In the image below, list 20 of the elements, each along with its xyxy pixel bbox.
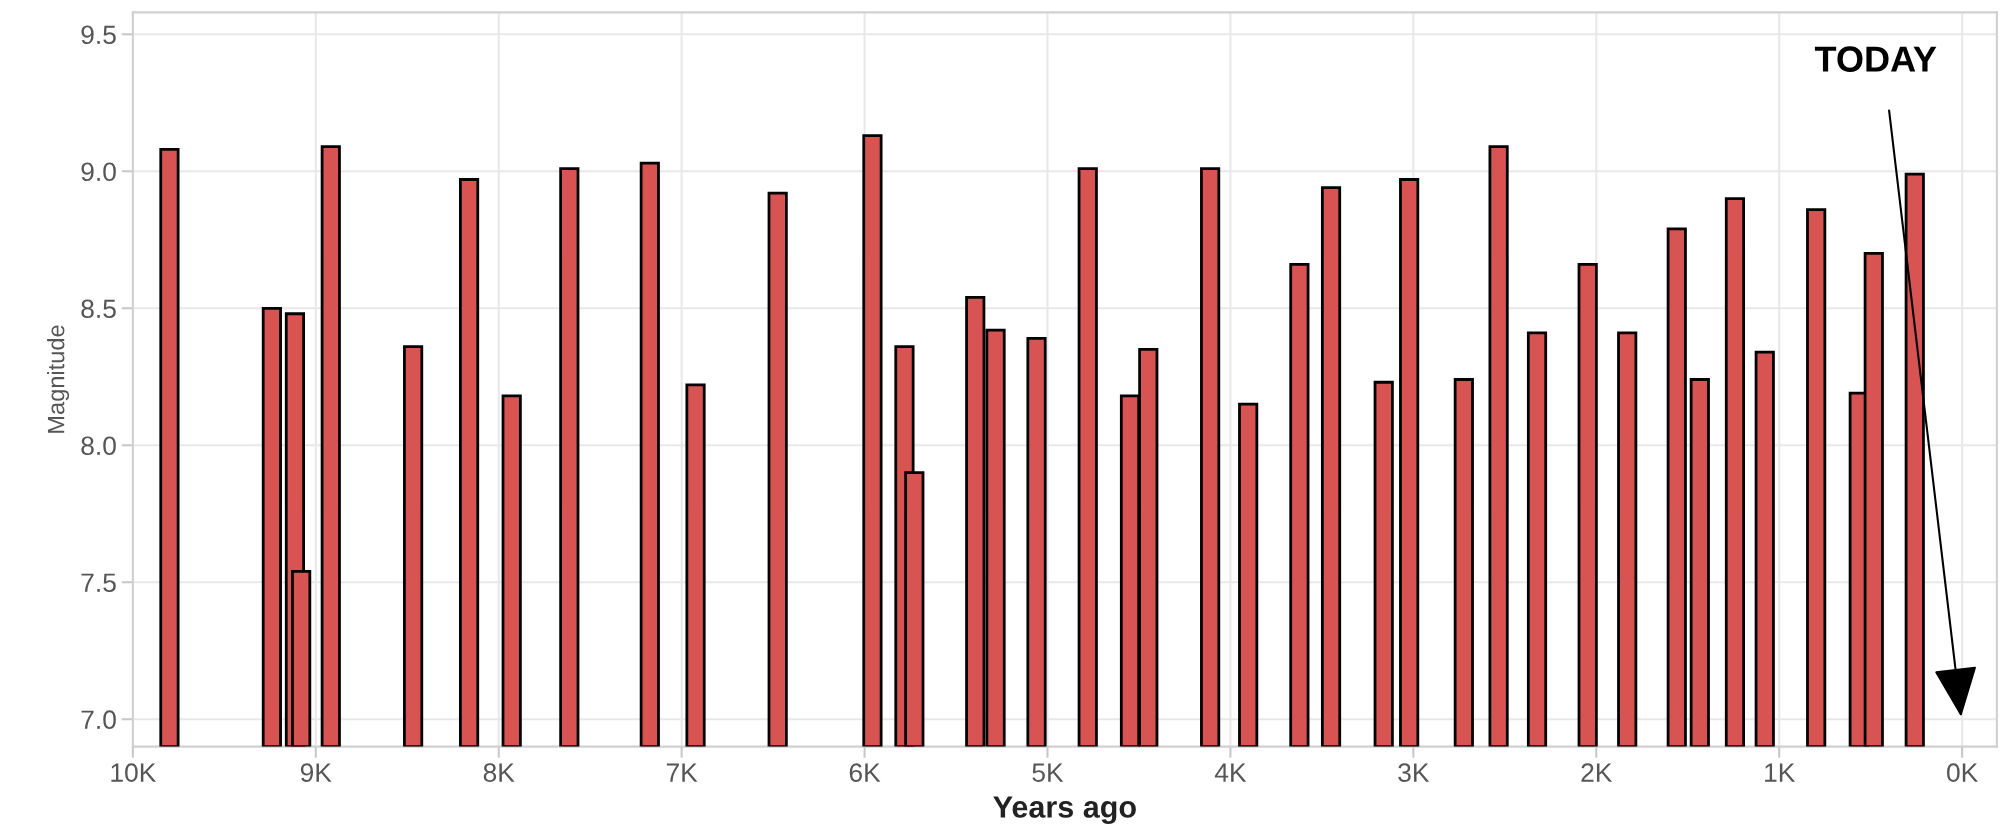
x-tick-label: 0K [1947,763,1978,782]
annotation: TODAY [1814,46,1937,72]
x-tick-label: 7K [666,763,698,782]
x-tick-label: 6K [849,763,881,782]
y-tick-label: 7.5 [81,573,116,593]
y-tick-label: 7.0 [81,710,116,730]
x-tick-label: 8K [483,763,515,782]
x-tick-label: 4K [1214,763,1247,782]
x-axis-title: Years ago [993,796,1136,825]
y-axis-title: Magnitude [47,325,70,433]
y-tick-label: 9.0 [81,162,116,182]
x-tick-label: 9K [300,763,332,782]
x-tick-label: 3K [1398,763,1430,782]
y-tick-label: 8.0 [81,436,116,456]
x-tick-label: 1K [1765,763,1796,782]
x-tick-label: 5K [1032,763,1064,782]
x-tick-label: 2K [1581,763,1613,782]
y-tick-label: 9.5 [81,25,116,45]
x-tick-label: 10K [111,763,157,782]
y-tick-label: 8.5 [81,299,116,319]
